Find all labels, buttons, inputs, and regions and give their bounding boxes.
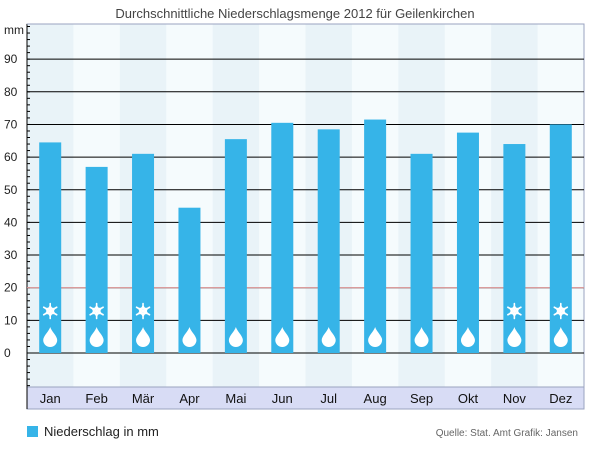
raindrop-icon: [228, 327, 243, 347]
x-tick-label: Nov: [503, 391, 527, 406]
bar-okt: [456, 132, 479, 353]
y-tick-label: 20: [4, 281, 18, 295]
bar-jan: [39, 142, 62, 353]
legend-swatch: [27, 426, 38, 437]
x-tick-label: Sep: [410, 391, 433, 406]
x-tick-label: Dez: [549, 391, 572, 406]
raindrop-icon: [460, 327, 475, 347]
snowflake-icon: [89, 302, 104, 320]
snowflake-icon: [507, 302, 522, 320]
y-axis-label: mm: [4, 23, 24, 37]
snowflake-icon: [135, 302, 151, 320]
bar-feb: [85, 166, 108, 353]
legend-label: Niederschlag in mm: [44, 424, 159, 439]
x-axis-band: [26, 386, 585, 410]
raindrop-icon: [43, 327, 58, 347]
x-tick-label: Aug: [364, 391, 387, 406]
raindrop-icon: [553, 327, 568, 347]
y-tick-label: 70: [4, 117, 18, 131]
bar-jul: [317, 129, 340, 353]
bar-nov: [503, 144, 526, 353]
bar-aug: [364, 119, 387, 354]
chart-legend: Niederschlag in mm: [27, 424, 159, 439]
y-tick-label: 0: [4, 346, 11, 360]
x-tick-label: Mär: [132, 391, 155, 406]
y-tick-label: 50: [4, 183, 18, 197]
x-tick-label: Apr: [179, 391, 200, 406]
bar-jun: [271, 122, 294, 353]
raindrop-icon: [136, 327, 151, 347]
snowflake-icon: [42, 302, 58, 320]
raindrop-icon: [507, 327, 522, 347]
y-tick-label: 10: [4, 313, 18, 327]
bar-mai: [224, 139, 247, 353]
y-tick-label: 80: [4, 85, 18, 99]
raindrop-icon: [275, 327, 290, 347]
x-tick-label: Okt: [458, 391, 479, 406]
x-tick-label: Jun: [272, 391, 293, 406]
bar-mär: [132, 153, 155, 353]
raindrop-icon: [368, 327, 383, 347]
y-tick-label: 30: [4, 248, 18, 262]
y-tick-label: 90: [4, 52, 18, 66]
x-tick-label: Feb: [85, 391, 107, 406]
x-tick-label: Mai: [225, 391, 246, 406]
chart-credits: Quelle: Stat. Amt Grafik: Jansen: [435, 428, 578, 439]
x-tick-label: Jul: [320, 391, 337, 406]
bar-dez: [549, 124, 572, 353]
y-tick-label: 60: [4, 150, 18, 164]
raindrop-icon: [321, 327, 336, 347]
chart-title: Durchschnittliche Niederschlagsmenge 201…: [115, 6, 475, 21]
snowflake-icon: [553, 302, 569, 320]
bar-apr: [178, 207, 201, 353]
bar-sep: [410, 153, 433, 353]
y-tick-label: 40: [4, 215, 18, 229]
raindrop-icon: [89, 327, 104, 347]
raindrop-icon: [182, 327, 197, 347]
raindrop-icon: [414, 327, 429, 347]
x-tick-label: Jan: [40, 391, 61, 406]
